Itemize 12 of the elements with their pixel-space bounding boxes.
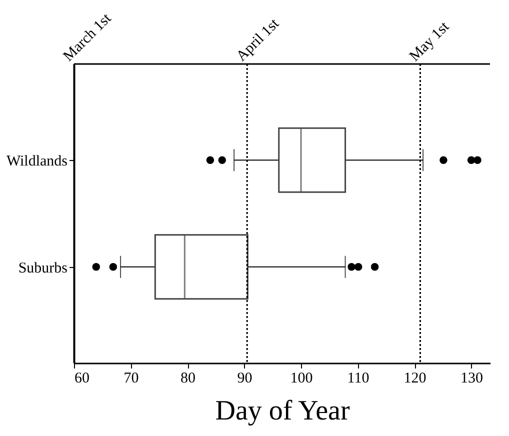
x-tick-label: 100 — [290, 370, 313, 386]
y-tick-label: Wildlands — [6, 154, 68, 170]
x-tick-label: 130 — [460, 370, 484, 386]
y-tick-label: Suburbs — [18, 260, 68, 276]
x-tick-label: 60 — [74, 370, 90, 386]
x-tick-label: 70 — [124, 370, 139, 386]
ref-line-label: May 1st — [406, 18, 454, 65]
x-tick-label: 110 — [347, 370, 370, 386]
x-tick-label: 80 — [180, 370, 196, 386]
x-axis-title: Day of Year — [215, 396, 350, 426]
x-tick-label: 90 — [237, 370, 252, 386]
x-tick-label: 120 — [404, 370, 426, 386]
